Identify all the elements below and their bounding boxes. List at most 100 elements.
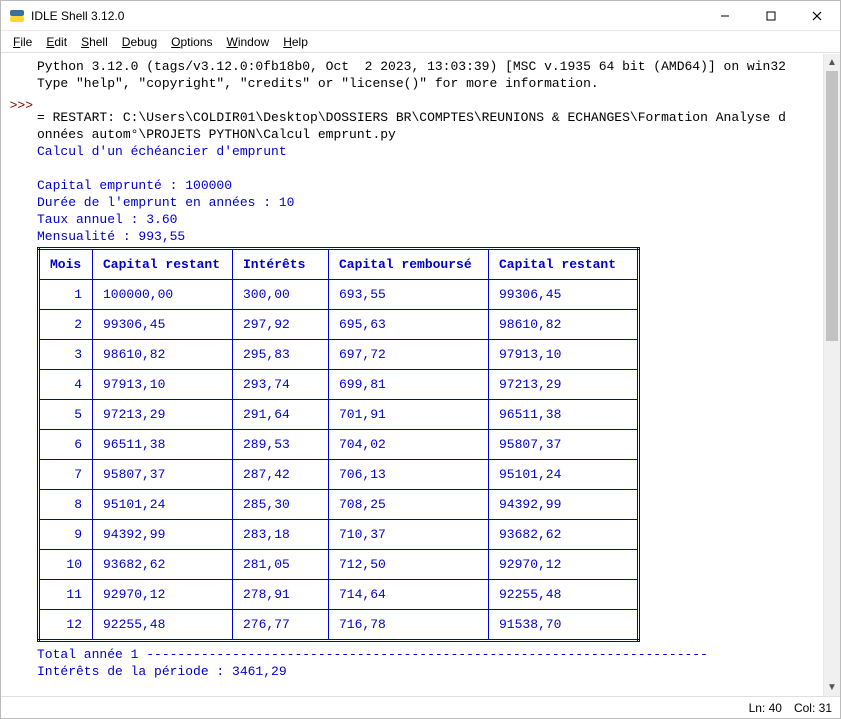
table-cell: 283,18 [233, 520, 329, 550]
table-cell: 94392,99 [489, 490, 639, 520]
table-cell: 92255,48 [93, 610, 233, 641]
table-cell: 7 [39, 460, 93, 490]
menu-options[interactable]: Options [165, 33, 218, 51]
output-line: Taux annuel : 3.60 [37, 211, 819, 228]
table-cell: 11 [39, 580, 93, 610]
menu-edit[interactable]: Edit [40, 33, 73, 51]
table-row: 1100000,00300,00693,5599306,45 [39, 280, 639, 310]
table-row: 994392,99283,18710,3793682,62 [39, 520, 639, 550]
table-cell: 95101,24 [489, 460, 639, 490]
table-cell: 96511,38 [93, 430, 233, 460]
output-line: Intérêts de la période : 3461,29 [37, 663, 819, 680]
table-cell: 699,81 [329, 370, 489, 400]
table-cell: 99306,45 [93, 310, 233, 340]
table-cell: 293,74 [233, 370, 329, 400]
table-cell: 281,05 [233, 550, 329, 580]
maximize-button[interactable] [748, 1, 794, 30]
table-row: 299306,45297,92695,6398610,82 [39, 310, 639, 340]
menu-help[interactable]: Help [277, 33, 314, 51]
table-row: 398610,82295,83697,7297913,10 [39, 340, 639, 370]
table-cell: 706,13 [329, 460, 489, 490]
col-cap1: Capital restant [93, 249, 233, 280]
table-cell: 10 [39, 550, 93, 580]
statusbar: Ln: 40 Col: 31 [1, 696, 840, 718]
table-row: 1093682,62281,05712,5092970,12 [39, 550, 639, 580]
table-cell: 95807,37 [93, 460, 233, 490]
minimize-button[interactable] [702, 1, 748, 30]
output-line: Capital emprunté : 100000 [37, 177, 819, 194]
col-int: Intérêts [233, 249, 329, 280]
table-cell: 1 [39, 280, 93, 310]
table-cell: 3 [39, 340, 93, 370]
loan-table: Mois Capital restant Intérêts Capital re… [37, 247, 640, 642]
table-cell: 4 [39, 370, 93, 400]
table-cell: 97213,29 [93, 400, 233, 430]
table-cell: 697,72 [329, 340, 489, 370]
output-line: Total année 1 --------------------------… [37, 646, 819, 663]
scroll-down-button[interactable]: ▼ [824, 679, 840, 696]
table-cell: 96511,38 [489, 400, 639, 430]
output-line: Calcul d'un échéancier d'emprunt [37, 143, 819, 160]
prompt-gutter: >>> [1, 54, 35, 696]
vertical-scrollbar[interactable]: ▲ ▼ [823, 54, 840, 696]
table-cell: 708,25 [329, 490, 489, 520]
table-cell: 9 [39, 520, 93, 550]
table-row: 1292255,48276,77716,7891538,70 [39, 610, 639, 641]
table-row: 497913,10293,74699,8197213,29 [39, 370, 639, 400]
table-cell: 693,55 [329, 280, 489, 310]
menubar: File Edit Shell Debug Options Window Hel… [1, 31, 840, 53]
table-cell: 97913,10 [489, 340, 639, 370]
col-mois: Mois [39, 249, 93, 280]
table-cell: 98610,82 [489, 310, 639, 340]
table-cell: 695,63 [329, 310, 489, 340]
restart-line: onnées autom°\PROJETS PYTHON\Calcul empr… [37, 126, 819, 143]
table-cell: 92970,12 [489, 550, 639, 580]
scroll-up-button[interactable]: ▲ [824, 54, 840, 71]
status-col: Col: 31 [794, 701, 832, 715]
table-cell: 92970,12 [93, 580, 233, 610]
banner-line: Python 3.12.0 (tags/v3.12.0:0fb18b0, Oct… [37, 58, 819, 75]
table-cell: 95807,37 [489, 430, 639, 460]
table-cell: 91538,70 [489, 610, 639, 641]
table-cell: 93682,62 [93, 550, 233, 580]
table-cell: 701,91 [329, 400, 489, 430]
menu-shell[interactable]: Shell [75, 33, 114, 51]
window-controls [702, 1, 840, 30]
table-cell: 289,53 [233, 430, 329, 460]
banner-line: Type "help", "copyright", "credits" or "… [37, 75, 819, 92]
col-cap2: Capital restant [489, 249, 639, 280]
table-cell: 6 [39, 430, 93, 460]
menu-window[interactable]: Window [221, 33, 276, 51]
table-cell: 300,00 [233, 280, 329, 310]
titlebar: IDLE Shell 3.12.0 [1, 1, 840, 31]
table-cell: 97213,29 [489, 370, 639, 400]
table-row: 597213,29291,64701,9196511,38 [39, 400, 639, 430]
menu-debug[interactable]: Debug [116, 33, 163, 51]
table-cell: 95101,24 [93, 490, 233, 520]
status-ln: Ln: 40 [749, 701, 782, 715]
output-line: Mensualité : 993,55 [37, 228, 819, 245]
table-row: 1192970,12278,91714,6492255,48 [39, 580, 639, 610]
table-row: 895101,24285,30708,2594392,99 [39, 490, 639, 520]
table-cell: 8 [39, 490, 93, 520]
blank-line [37, 160, 819, 177]
table-header-row: Mois Capital restant Intérêts Capital re… [39, 249, 639, 280]
shell-output[interactable]: Python 3.12.0 (tags/v3.12.0:0fb18b0, Oct… [35, 54, 823, 696]
table-row: 795807,37287,42706,1395101,24 [39, 460, 639, 490]
table-cell: 2 [39, 310, 93, 340]
menu-file[interactable]: File [7, 33, 38, 51]
app-icon [9, 8, 25, 24]
table-cell: 5 [39, 400, 93, 430]
blank-line [37, 92, 819, 109]
scroll-thumb[interactable] [826, 71, 838, 341]
table-cell: 93682,62 [489, 520, 639, 550]
output-line: Durée de l'emprunt en années : 10 [37, 194, 819, 211]
col-remb: Capital remboursé [329, 249, 489, 280]
close-button[interactable] [794, 1, 840, 30]
table-cell: 94392,99 [93, 520, 233, 550]
table-cell: 278,91 [233, 580, 329, 610]
table-cell: 710,37 [329, 520, 489, 550]
table-cell: 295,83 [233, 340, 329, 370]
table-cell: 92255,48 [489, 580, 639, 610]
table-cell: 285,30 [233, 490, 329, 520]
